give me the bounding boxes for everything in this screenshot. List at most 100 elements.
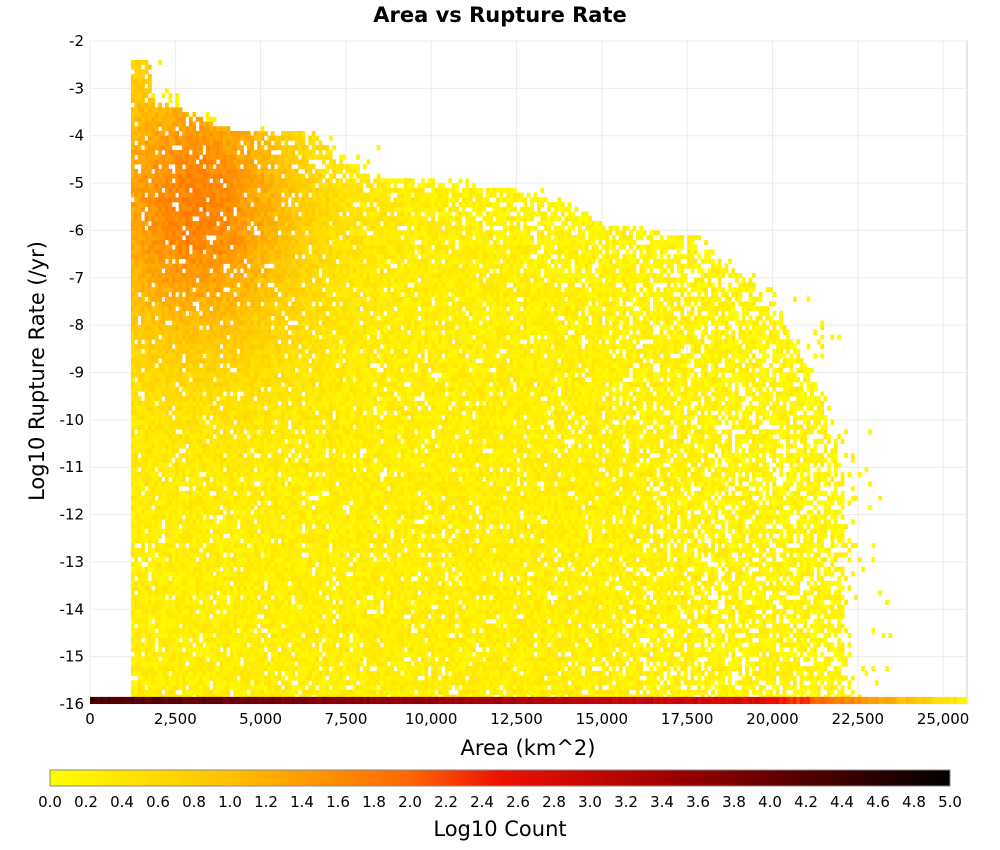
heat-cell <box>530 595 534 601</box>
heat-cell <box>567 647 572 653</box>
heat-cell <box>277 656 282 662</box>
heat-cell <box>264 680 268 686</box>
heat-cell <box>475 580 480 586</box>
heat-cell <box>397 651 401 657</box>
heat-cell <box>441 595 446 601</box>
heat-cell <box>185 590 190 596</box>
heat-cell <box>178 651 183 657</box>
heat-cell <box>130 670 135 676</box>
heat-cell <box>315 599 319 605</box>
heat-cell <box>472 585 476 591</box>
heat-cell <box>697 689 702 695</box>
heat-cell <box>673 595 678 601</box>
heat-cell <box>639 642 644 648</box>
heat-cell <box>233 628 238 634</box>
heat-cell <box>632 651 637 657</box>
heat-cell <box>567 642 572 648</box>
heat-cell <box>803 656 807 662</box>
heat-cell <box>786 651 790 657</box>
heat-cell <box>564 576 569 582</box>
heat-cell <box>339 628 343 634</box>
heat-cell <box>137 618 142 624</box>
heat-cell <box>223 637 227 643</box>
heat-cell <box>632 666 637 672</box>
heat-cell <box>199 661 203 667</box>
heat-cell <box>537 647 541 653</box>
heat-cell <box>540 651 545 657</box>
heat-cell <box>287 576 292 582</box>
heat-cell <box>479 595 483 601</box>
heat-cell <box>335 618 340 624</box>
heat-cell <box>424 647 429 653</box>
heat-cell <box>516 585 521 591</box>
heat-cell <box>864 670 869 676</box>
heat-cell <box>786 642 790 648</box>
heat-cell <box>380 571 384 577</box>
heat-cell <box>158 595 162 601</box>
heat-cell <box>509 685 514 691</box>
heat-cell <box>199 609 203 615</box>
heat-cell <box>830 595 835 601</box>
heat-cell <box>673 609 678 615</box>
heat-cell <box>304 680 309 686</box>
heat-cell <box>792 590 797 596</box>
heat-cell <box>397 680 401 686</box>
heat-cell <box>171 651 176 657</box>
heat-cell <box>465 595 470 601</box>
heat-cell <box>717 585 722 591</box>
heat-cell <box>595 599 599 605</box>
heat-cell <box>680 675 685 681</box>
heat-cell <box>240 675 244 681</box>
heat-cell <box>376 661 381 667</box>
heat-cell <box>687 637 691 643</box>
heat-cell <box>168 599 173 605</box>
heat-cell <box>509 609 514 615</box>
heat-cell <box>618 656 623 662</box>
heat-cell <box>618 580 623 586</box>
heat-cell <box>335 685 340 691</box>
heat-cell <box>168 566 173 572</box>
heat-cell <box>216 685 220 691</box>
heat-cell <box>315 666 319 672</box>
heat-cell <box>458 642 463 648</box>
heat-cell <box>274 642 278 648</box>
heat-cell <box>796 661 801 667</box>
heat-cell <box>721 576 726 582</box>
heat-cell <box>588 685 592 691</box>
heat-cell <box>369 590 374 596</box>
heat-cell <box>441 651 446 657</box>
heat-cell <box>270 580 275 586</box>
heat-cell <box>461 585 466 591</box>
heat-cell <box>298 571 302 577</box>
heat-cell <box>584 647 589 653</box>
heat-cell <box>803 637 807 643</box>
heat-cell <box>840 623 845 629</box>
heat-cell <box>748 637 753 643</box>
heat-cell <box>274 599 278 605</box>
heat-cell <box>475 609 480 615</box>
heat-cell <box>451 614 456 620</box>
heat-cell <box>796 590 801 596</box>
heat-cell <box>629 632 633 638</box>
heat-cell <box>195 618 200 624</box>
heat-cell <box>431 656 435 662</box>
heat-cell <box>632 656 637 662</box>
heat-cell <box>666 675 671 681</box>
heat-cell <box>216 680 220 686</box>
heat-cell <box>250 661 255 667</box>
heat-cell <box>758 604 763 610</box>
heat-cell <box>659 590 664 596</box>
heat-cell <box>605 599 609 605</box>
heat-cell <box>311 595 316 601</box>
heat-cell <box>543 571 548 577</box>
heat-cell <box>393 599 398 605</box>
heat-cell <box>339 647 343 653</box>
heat-cell <box>475 670 480 676</box>
heat-cell <box>537 585 541 591</box>
heat-cell <box>369 637 374 643</box>
heat-cell <box>206 675 210 681</box>
heat-cell <box>294 590 299 596</box>
heat-cell <box>605 675 609 681</box>
heat-cell <box>461 590 466 596</box>
heat-cell <box>386 585 391 591</box>
